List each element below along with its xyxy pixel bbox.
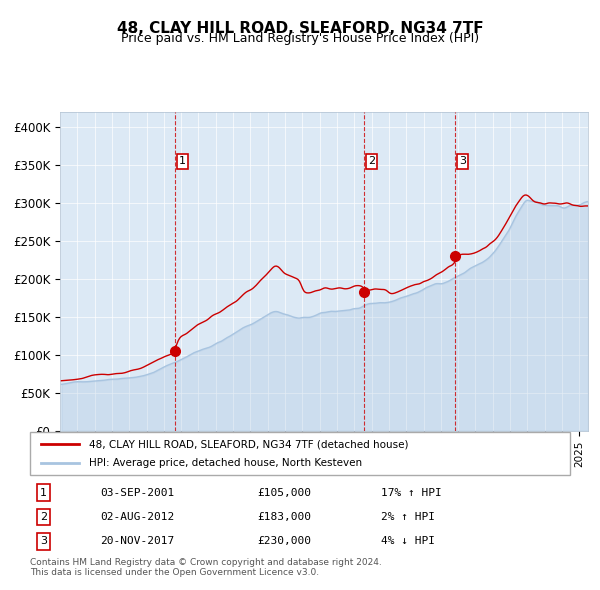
Text: 4% ↓ HPI: 4% ↓ HPI — [381, 536, 435, 546]
Text: 20-NOV-2017: 20-NOV-2017 — [100, 536, 175, 546]
Text: 3: 3 — [40, 536, 47, 546]
Text: £183,000: £183,000 — [257, 512, 311, 522]
Text: £230,000: £230,000 — [257, 536, 311, 546]
Text: 17% ↑ HPI: 17% ↑ HPI — [381, 488, 442, 497]
Text: 2% ↑ HPI: 2% ↑ HPI — [381, 512, 435, 522]
Text: HPI: Average price, detached house, North Kesteven: HPI: Average price, detached house, Nort… — [89, 458, 362, 468]
Text: 48, CLAY HILL ROAD, SLEAFORD, NG34 7TF (detached house): 48, CLAY HILL ROAD, SLEAFORD, NG34 7TF (… — [89, 440, 409, 450]
Text: £105,000: £105,000 — [257, 488, 311, 497]
Text: Contains HM Land Registry data © Crown copyright and database right 2024.
This d: Contains HM Land Registry data © Crown c… — [30, 558, 382, 577]
Text: 03-SEP-2001: 03-SEP-2001 — [100, 488, 175, 497]
Text: Price paid vs. HM Land Registry's House Price Index (HPI): Price paid vs. HM Land Registry's House … — [121, 32, 479, 45]
Text: 48, CLAY HILL ROAD, SLEAFORD, NG34 7TF: 48, CLAY HILL ROAD, SLEAFORD, NG34 7TF — [116, 21, 484, 35]
Text: 3: 3 — [459, 156, 466, 166]
Text: 02-AUG-2012: 02-AUG-2012 — [100, 512, 175, 522]
Text: 2: 2 — [40, 512, 47, 522]
Text: 1: 1 — [179, 156, 186, 166]
FancyBboxPatch shape — [30, 432, 570, 475]
Text: 1: 1 — [40, 488, 47, 497]
Text: 2: 2 — [368, 156, 375, 166]
